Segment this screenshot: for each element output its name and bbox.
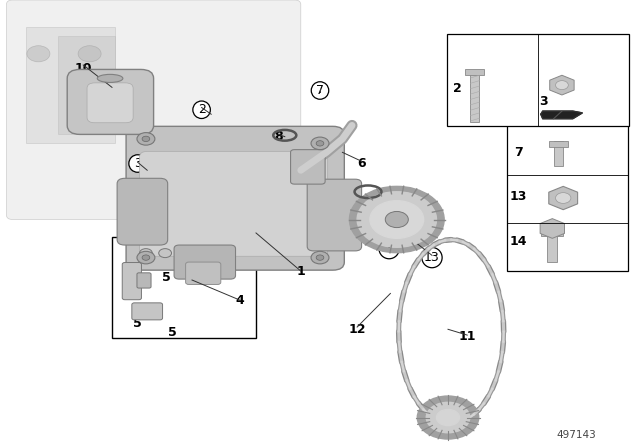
FancyBboxPatch shape [122,263,141,300]
Circle shape [140,249,152,258]
Text: 13: 13 [424,251,440,264]
FancyBboxPatch shape [132,303,163,320]
Text: 5: 5 [122,284,131,297]
Circle shape [311,137,329,150]
Text: 5: 5 [162,271,171,284]
Text: 2: 2 [198,103,205,116]
Circle shape [142,255,150,260]
Bar [547,231,557,262]
Text: 11: 11 [458,330,476,344]
Bar [554,141,563,166]
FancyBboxPatch shape [87,83,133,123]
Text: 8: 8 [274,130,283,143]
Circle shape [142,136,150,142]
Bar [541,230,563,236]
FancyBboxPatch shape [137,273,151,288]
Circle shape [27,46,50,62]
Text: 7: 7 [514,146,523,159]
FancyBboxPatch shape [140,151,328,256]
Text: 5: 5 [133,317,142,330]
Circle shape [385,211,408,228]
Text: 5: 5 [168,326,177,339]
Bar [26,27,115,143]
Circle shape [357,192,436,247]
Text: 2: 2 [452,82,461,95]
Text: 12: 12 [348,323,366,336]
Text: 1: 1 [296,264,305,278]
Circle shape [137,133,155,145]
Bar [549,141,568,147]
Text: 7: 7 [316,84,324,97]
Circle shape [426,402,470,433]
Circle shape [316,255,324,260]
FancyBboxPatch shape [186,262,221,284]
Text: 13: 13 [509,190,527,203]
Text: 4: 4 [236,293,244,307]
Circle shape [159,249,172,258]
FancyBboxPatch shape [126,126,344,270]
Text: 3: 3 [134,157,141,170]
Bar [465,69,484,75]
Circle shape [316,141,324,146]
FancyBboxPatch shape [6,0,301,220]
Bar [58,36,115,134]
Circle shape [417,396,479,439]
Text: 3: 3 [540,95,548,108]
Bar [470,70,479,122]
Ellipse shape [97,74,123,82]
Circle shape [137,251,155,264]
Circle shape [370,201,424,238]
Bar [112,237,256,338]
Circle shape [349,186,444,253]
Circle shape [311,251,329,264]
Circle shape [556,81,568,90]
FancyBboxPatch shape [307,179,362,251]
Text: 14: 14 [509,234,527,248]
Text: 10: 10 [74,61,92,75]
Text: 9: 9 [389,191,398,205]
FancyBboxPatch shape [67,69,154,134]
FancyBboxPatch shape [117,178,168,245]
Polygon shape [541,111,582,119]
Bar [507,125,628,271]
Circle shape [78,46,101,62]
Text: 14: 14 [381,242,397,255]
Text: 6: 6 [357,157,366,170]
Circle shape [556,193,571,203]
Text: 497143: 497143 [556,430,596,440]
FancyBboxPatch shape [174,245,236,279]
FancyBboxPatch shape [291,150,325,184]
Bar [447,34,629,126]
Circle shape [436,409,460,426]
